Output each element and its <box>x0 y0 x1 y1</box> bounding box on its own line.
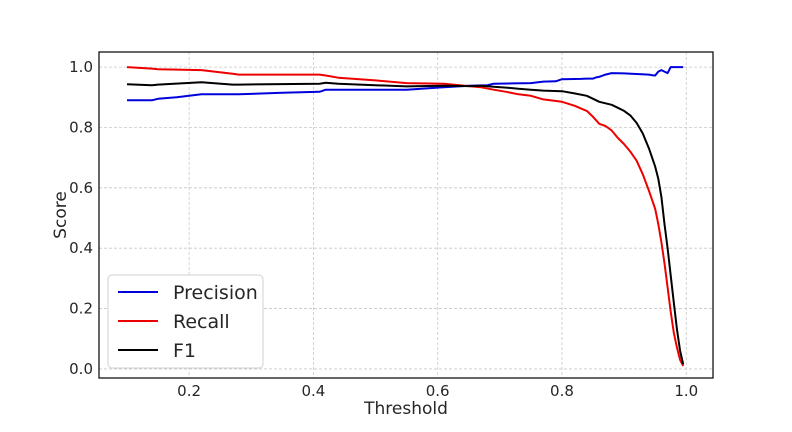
legend-label-precision: Precision <box>173 282 258 304</box>
y-tick-labels: 0.0 0.2 0.4 0.6 0.8 1.0 <box>69 58 93 378</box>
x-tick-label: 1.0 <box>674 382 698 400</box>
series-layer <box>126 66 685 367</box>
series-line-recall <box>126 66 685 367</box>
plot-frame <box>98 51 714 379</box>
y-tick-label: 0.0 <box>69 360 93 378</box>
y-tick-label: 0.8 <box>69 118 93 136</box>
y-tick-label: 0.6 <box>69 179 93 197</box>
x-axis-label: Threshold <box>363 399 448 419</box>
legend: Precision Recall F1 <box>107 274 264 369</box>
x-tick-label: 0.6 <box>426 382 450 400</box>
x-tick-label: 0.2 <box>177 382 201 400</box>
y-axis-label: Score <box>51 191 71 239</box>
series-line-f1 <box>126 81 685 365</box>
legend-label-f1: F1 <box>173 340 196 362</box>
legend-label-recall: Recall <box>173 311 230 333</box>
x-tick-label: 0.8 <box>550 382 574 400</box>
grid <box>99 52 713 378</box>
y-tick-label: 1.0 <box>69 58 93 76</box>
x-tick-labels: 0.2 0.4 0.6 0.8 1.0 <box>177 382 698 400</box>
legend-box <box>107 274 264 369</box>
y-tick-label: 0.2 <box>69 300 93 318</box>
y-tick-label: 0.4 <box>69 239 93 257</box>
series-line-precision <box>127 66 684 102</box>
x-tick-label: 0.4 <box>301 382 325 400</box>
